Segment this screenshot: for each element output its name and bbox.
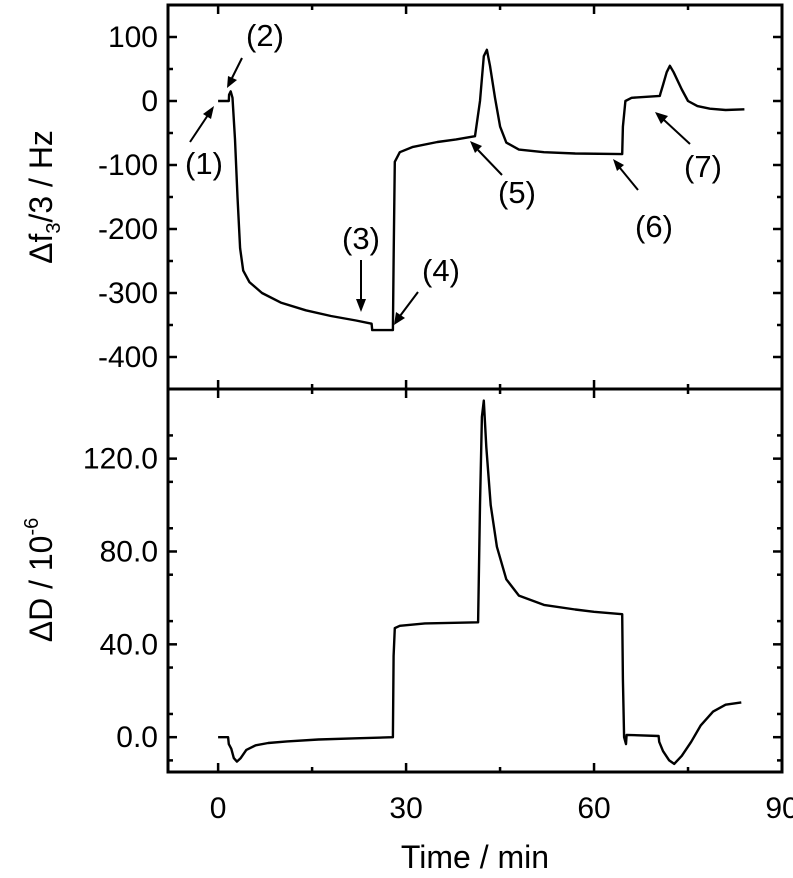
x-axis-title: Time / min xyxy=(401,839,549,875)
top-y-tick-label: -300 xyxy=(98,277,158,310)
svg-text:(2): (2) xyxy=(246,18,284,53)
x-tick-label: 60 xyxy=(577,792,610,825)
svg-text:(7): (7) xyxy=(684,149,722,184)
annotation-4: (4) xyxy=(394,253,460,325)
bottom-y-axis-title: ΔD / 10-6 xyxy=(21,518,59,643)
annotation-7: (7) xyxy=(655,112,722,184)
x-tick-label: 90 xyxy=(765,792,793,825)
bottom-y-tick-label: 120.0 xyxy=(83,443,158,476)
annotation-3: (3) xyxy=(342,221,380,312)
bottom-y-tick-label: 40.0 xyxy=(100,628,158,661)
top-y-tick-label: 100 xyxy=(108,21,158,54)
svg-text:(3): (3) xyxy=(342,221,380,256)
dissipation-shift-line xyxy=(218,399,742,766)
frequency-shift-line xyxy=(218,48,745,332)
top-panel-frame xyxy=(166,3,784,391)
bottom-y-tick-label: 0.0 xyxy=(116,721,158,754)
top-y-tick-label: -100 xyxy=(98,149,158,182)
top-y-tick-label: -200 xyxy=(98,213,158,246)
bottom-y-tick-label: 80.0 xyxy=(100,535,158,568)
annotation-2: (2) xyxy=(227,18,284,88)
svg-text:(4): (4) xyxy=(422,253,460,288)
svg-text:(6): (6) xyxy=(635,209,673,244)
top-y-tick-label: 0 xyxy=(141,85,158,118)
annotation-6: (6) xyxy=(613,159,673,244)
top-y-axis-title: Δf3/3 / Hz xyxy=(23,130,65,264)
x-tick-label: 0 xyxy=(210,792,227,825)
bottom-panel-frame xyxy=(166,387,784,774)
annotation-1: (1) xyxy=(185,106,223,181)
top-y-tick-label: -400 xyxy=(98,341,158,374)
annotation-5: (5) xyxy=(470,141,536,210)
top-axis-ticks: 100 0 -100 -200 -300 -400 xyxy=(98,3,784,391)
x-tick-label: 30 xyxy=(389,792,422,825)
bottom-axis-ticks: 0.0 40.0 80.0 120.0 0 30 60 90 xyxy=(83,389,793,825)
svg-text:(5): (5) xyxy=(498,175,536,210)
svg-text:(1): (1) xyxy=(185,146,223,181)
